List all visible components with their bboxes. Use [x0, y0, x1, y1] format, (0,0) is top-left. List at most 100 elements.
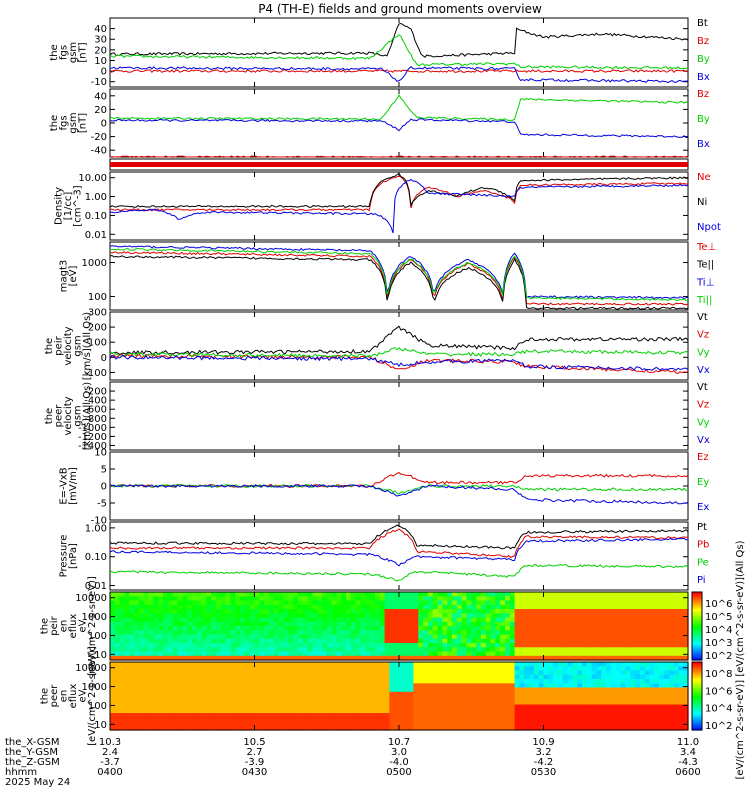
spectrum-cell	[365, 721, 371, 727]
spectrum-cell	[148, 613, 154, 619]
spectrum-cell	[211, 617, 217, 623]
spectrum-cell	[442, 725, 448, 731]
spectrum-cell	[635, 643, 641, 648]
spectrum-cell	[124, 604, 130, 610]
spectrum-cell	[191, 679, 198, 684]
spectrum-cell	[235, 717, 241, 723]
spectrum-cell	[148, 683, 154, 689]
spectrum-cell	[158, 596, 164, 602]
spectrum-cell	[312, 691, 318, 697]
spectrum-cell	[558, 725, 564, 731]
spectrum-cell	[630, 600, 636, 606]
spectrum-cell	[529, 696, 535, 701]
spectrum-cell	[259, 704, 265, 710]
spectrum-cell	[124, 638, 130, 644]
spectrum-cell	[114, 651, 121, 657]
spectrum-cell	[408, 679, 414, 684]
spectrum-cell	[606, 721, 612, 727]
spectrum-cell	[572, 638, 578, 644]
spectrum-cell	[408, 600, 414, 606]
spectrum-cell	[639, 670, 646, 676]
spectrum-cell	[615, 604, 622, 610]
spectrum-cell	[326, 662, 333, 667]
spectrum-cell	[196, 666, 203, 672]
spectrum-cell	[461, 662, 467, 667]
spectrum-cell	[191, 621, 198, 627]
spectrum-cell	[615, 600, 622, 606]
spectrum-cell	[413, 626, 419, 631]
spectrum-cell	[129, 600, 135, 606]
spectrum-cell	[201, 691, 207, 697]
spectrum-cell	[167, 596, 174, 602]
spectrum-cell	[683, 621, 689, 627]
spectrum-cell	[668, 638, 675, 644]
y-tick-label: 0	[101, 482, 107, 493]
spectrum-cell	[543, 604, 549, 610]
spectrum-cell	[480, 717, 487, 723]
spectrum-cell	[201, 708, 207, 714]
spectrum-cell	[350, 713, 357, 718]
spectrum-cell	[201, 696, 207, 701]
spectrum-cell	[610, 687, 617, 693]
spectrum-cell	[606, 674, 612, 680]
spectrum-cell	[264, 596, 270, 602]
spectrum-cell	[620, 717, 626, 723]
spectrum-cell	[485, 655, 492, 661]
spectrum-cell	[312, 643, 318, 648]
spectrum-cell	[538, 670, 545, 676]
spectrum-cell	[529, 621, 535, 627]
spectrum-cell	[562, 634, 569, 640]
spectrum-cell	[283, 617, 289, 623]
spectrum-cell	[370, 691, 376, 697]
spectrum-cell	[360, 613, 366, 619]
spectrum-cell	[138, 600, 145, 606]
spectrum-cell	[350, 596, 357, 602]
spectrum-cell	[331, 691, 337, 697]
spectrum-cell	[134, 696, 140, 701]
spectrum-cell	[216, 696, 222, 701]
spectrum-cell	[273, 725, 280, 731]
spectrum-cell	[230, 638, 236, 644]
spectrum-cell	[591, 647, 598, 653]
spectrum-cell	[456, 604, 463, 610]
colorbar-cell	[692, 685, 702, 689]
spectrum-cell	[447, 687, 453, 693]
spectrum-cell	[167, 643, 174, 648]
spectrum-cell	[562, 704, 569, 710]
spectrum-cell	[668, 621, 675, 627]
spectrum-cell	[461, 604, 467, 610]
spectrum-cell	[673, 691, 679, 697]
spectrum-cell	[124, 704, 130, 710]
spectrum-cell	[259, 621, 265, 627]
spectrum-cell	[244, 613, 251, 619]
spectrum-cell	[432, 592, 439, 597]
spectrum-cell	[572, 643, 578, 648]
spectrum-cell	[625, 596, 631, 602]
spectrum-cell	[649, 617, 655, 623]
spectrum-cell	[427, 626, 434, 631]
spectrum-cell	[240, 674, 246, 680]
spectrum-cell	[408, 687, 414, 693]
spectrum-cell	[196, 630, 203, 636]
spectrum-cell	[129, 592, 135, 597]
spectrum-cell	[456, 679, 463, 684]
spectrum-cell	[196, 596, 203, 602]
spectrum-cell	[500, 609, 506, 614]
spectrum-cell	[659, 643, 665, 648]
spectrum-cell	[562, 626, 569, 631]
spectrum-cell	[134, 687, 140, 693]
spectrum-cell	[586, 592, 593, 597]
spectrum-cell	[384, 600, 390, 606]
spectrum-cell	[167, 662, 174, 667]
spectrum-cell	[538, 630, 545, 636]
spectrum-cell	[596, 725, 602, 731]
spectrum-cell	[153, 613, 159, 619]
spectrum-cell	[341, 592, 347, 597]
spectrum-cell	[182, 708, 188, 714]
spectrum-cell	[427, 596, 434, 602]
spectrum-cell	[524, 721, 530, 727]
spectrum-cell	[191, 700, 198, 706]
spectrum-cell	[668, 696, 675, 701]
spectrum-cell	[244, 704, 251, 710]
